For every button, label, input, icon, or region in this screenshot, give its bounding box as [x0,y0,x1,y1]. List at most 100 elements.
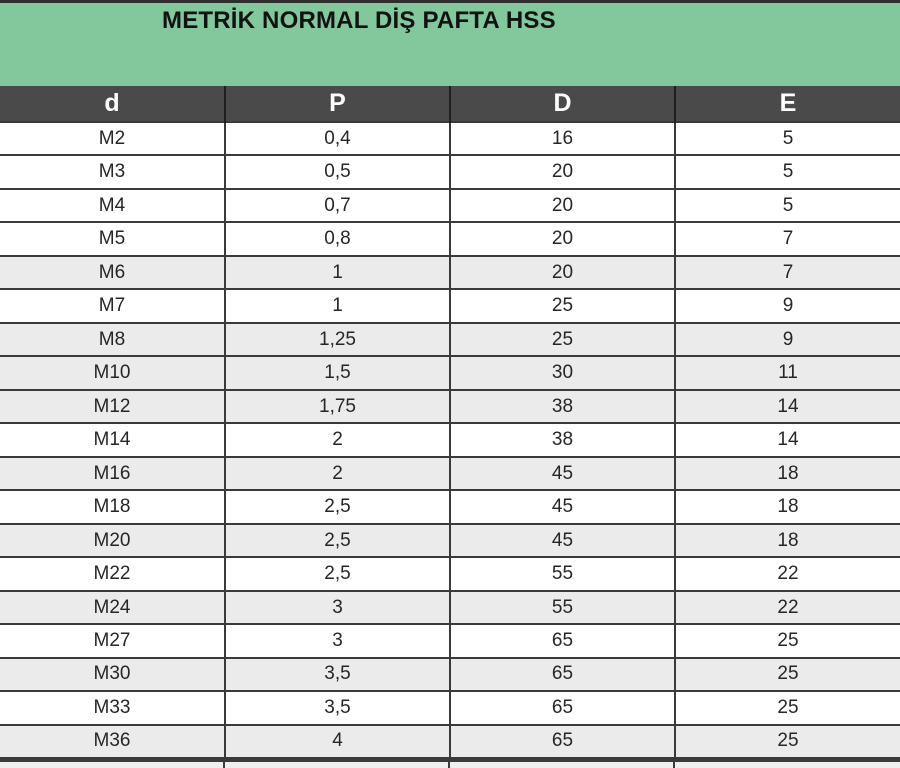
cell-p: 2 [225,422,451,457]
cell-p: 1 [225,254,451,290]
cell-dd: 38 [450,422,676,457]
cell-dd: 45 [450,455,676,491]
bottom-border-bar [0,757,900,762]
column-header-d: d [0,86,226,122]
cell-e: 18 [675,489,900,524]
top-border-line [0,0,900,3]
cell-dd: 65 [450,690,676,725]
cell-p: 1,5 [225,355,451,390]
cell-p: 3 [225,589,451,625]
cell-e: 9 [675,288,900,323]
cell-d: M16 [0,455,226,491]
cell-d: M4 [0,187,226,223]
cell-p: 2 [225,455,451,491]
cell-e: 5 [675,187,900,223]
table-row: M12 1,75 38 14 [0,388,900,424]
cell-p: 0,8 [225,221,451,256]
cell-dd: 65 [450,723,676,757]
cutoff-partial-row [0,762,900,768]
cell-p: 2,5 [225,556,451,591]
cell-e: 25 [675,656,900,692]
cell-p: 1,25 [225,321,451,357]
cell-dd: 55 [450,556,676,591]
cell-d: M18 [0,489,226,524]
cell-dd: 45 [450,489,676,524]
cell-p: 2,5 [225,489,451,524]
partial-cell [225,762,450,768]
table-row: M5 0,8 20 7 [0,221,900,256]
cell-e: 14 [675,422,900,457]
title-banner: METRİK NORMAL DİŞ PAFTA HSS [0,3,900,86]
cell-p: 0,7 [225,187,451,223]
table-row: M14 2 38 14 [0,422,900,457]
table-row: M2 0,4 16 5 [0,120,900,156]
cell-dd: 65 [450,623,676,658]
table-row: M7 1 25 9 [0,288,900,323]
cell-d: M7 [0,288,226,323]
partial-cell [450,762,675,768]
cell-d: M22 [0,556,226,591]
cell-d: M36 [0,723,226,757]
cell-e: 5 [675,154,900,189]
cell-e: 25 [675,623,900,658]
partial-cell [0,762,225,768]
cell-d: M6 [0,254,226,290]
column-header-dd: D [450,86,676,122]
column-header-p: P [225,86,451,122]
cell-d: M8 [0,321,226,357]
cell-dd: 20 [450,154,676,189]
table-row: M24 3 55 22 [0,589,900,625]
cell-d: M2 [0,120,226,156]
cell-e: 22 [675,556,900,591]
cell-d: M27 [0,623,226,658]
cell-d: M14 [0,422,226,457]
cell-p: 3,5 [225,690,451,725]
cell-p: 0,4 [225,120,451,156]
table-row: M22 2,5 55 22 [0,556,900,591]
table-row: M16 2 45 18 [0,455,900,491]
table-row: M20 2,5 45 18 [0,522,900,558]
table-row: M10 1,5 30 11 [0,355,900,390]
table-row: M33 3,5 65 25 [0,690,900,725]
cell-d: M33 [0,690,226,725]
cell-e: 7 [675,221,900,256]
cell-d: M10 [0,355,226,390]
cell-d: M3 [0,154,226,189]
cell-p: 1,75 [225,388,451,424]
table-header-row: d P D E [0,86,900,122]
cell-p: 1 [225,288,451,323]
cell-e: 9 [675,321,900,357]
table-row: M18 2,5 45 18 [0,489,900,524]
cell-e: 22 [675,589,900,625]
cell-dd: 20 [450,187,676,223]
cell-d: M12 [0,388,226,424]
cell-d: M5 [0,221,226,256]
cell-dd: 16 [450,120,676,156]
table-row: M4 0,7 20 5 [0,187,900,223]
cell-p: 3,5 [225,656,451,692]
cell-d: M24 [0,589,226,625]
partial-cell [675,762,900,768]
cell-dd: 20 [450,221,676,256]
cell-e: 25 [675,723,900,757]
cell-dd: 30 [450,355,676,390]
cell-dd: 45 [450,522,676,558]
table-row: M36 4 65 25 [0,723,900,757]
cell-dd: 38 [450,388,676,424]
cell-p: 2,5 [225,522,451,558]
cell-e: 14 [675,388,900,424]
cell-dd: 55 [450,589,676,625]
table-row: M8 1,25 25 9 [0,321,900,357]
cell-p: 3 [225,623,451,658]
spec-table: d P D E M2 0,4 16 5 M3 0,5 20 5 M4 0,7 20 5 M5 0,8… [0,86,900,757]
cell-d: M20 [0,522,226,558]
page-title: METRİK NORMAL DİŞ PAFTA HSS [162,7,556,34]
cell-e: 5 [675,120,900,156]
column-header-e: E [675,86,900,122]
cell-dd: 25 [450,288,676,323]
cell-e: 25 [675,690,900,725]
table-row: M3 0,5 20 5 [0,154,900,189]
table-row: M27 3 65 25 [0,623,900,658]
cell-p: 0,5 [225,154,451,189]
